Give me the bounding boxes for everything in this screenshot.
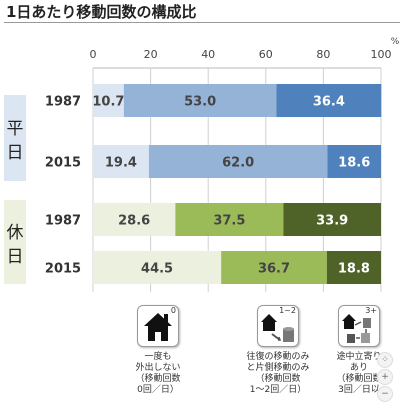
house-buildings-three-plus-icon: 3+ bbox=[338, 305, 380, 347]
bar-segment bbox=[93, 84, 124, 117]
bar-value-label: 19.4 bbox=[105, 156, 137, 171]
x-tick-label: 40 bbox=[201, 48, 215, 61]
bar-value-label: 33.9 bbox=[316, 214, 348, 229]
x-tick-label: 80 bbox=[316, 48, 330, 61]
bar-value-label: 36.7 bbox=[258, 262, 290, 277]
row-year-label: 1987 bbox=[45, 95, 81, 110]
bar-segment bbox=[93, 251, 222, 284]
bar-value-label: 44.5 bbox=[141, 262, 173, 277]
scroll-up-control[interactable]: ⁘ bbox=[377, 352, 393, 368]
bar-segment bbox=[148, 145, 328, 178]
bar-value-label: 37.5 bbox=[213, 214, 245, 229]
group-label-char: 休 bbox=[7, 223, 24, 243]
legend-text: 一度も 外出しない （移動回数 0回／日） bbox=[135, 352, 181, 395]
legend-badge: 1~2 bbox=[279, 306, 296, 315]
legend-badge: 3+ bbox=[365, 306, 377, 315]
bar-segment bbox=[93, 203, 176, 236]
bar-value-label: 18.6 bbox=[338, 156, 370, 171]
bar-segment bbox=[93, 145, 149, 178]
group-label-char: 平 bbox=[7, 119, 24, 139]
bar-segment bbox=[326, 251, 381, 284]
x-tick-label: 100 bbox=[371, 48, 392, 61]
x-tick-label: 60 bbox=[259, 48, 273, 61]
bar-value-label: 53.0 bbox=[184, 95, 216, 110]
chart-title: 1日あたり移動回数の構成比 bbox=[6, 3, 197, 21]
bar-segment bbox=[283, 203, 381, 236]
x-unit-label: % bbox=[391, 37, 400, 47]
bar-segment bbox=[175, 203, 284, 236]
house-building-one-two-icon: 1~2 bbox=[257, 305, 299, 347]
group-label-panel bbox=[4, 95, 26, 181]
legend-item: 1~2 往復の移動のみ と片側移動のみ （移動回数 1～2回／日） bbox=[230, 305, 326, 396]
group-label-char: 日 bbox=[7, 143, 24, 163]
group-label-char: 日 bbox=[7, 247, 24, 267]
bar-segment bbox=[276, 84, 382, 117]
bar-segment bbox=[327, 145, 381, 178]
bar-value-label: 62.0 bbox=[222, 156, 254, 171]
bar-value-label: 18.8 bbox=[338, 262, 370, 277]
title-underline bbox=[4, 22, 400, 23]
legend-badge: 0 bbox=[170, 306, 176, 315]
legend-item: 0 一度も 外出しない （移動回数 0回／日） bbox=[122, 305, 194, 396]
x-tick-label: 20 bbox=[144, 48, 158, 61]
zoom-in-button[interactable]: + bbox=[377, 369, 393, 385]
group-label-panel bbox=[4, 200, 26, 284]
row-year-label: 2015 bbox=[45, 262, 81, 277]
row-year-label: 2015 bbox=[45, 156, 81, 171]
bar-segment bbox=[123, 84, 277, 117]
legend-item: 3+ 途中立寄り あり （移動回数 3回／日以 bbox=[324, 305, 394, 396]
zoom-out-button[interactable]: − bbox=[377, 386, 393, 402]
x-tick-label: 0 bbox=[90, 48, 97, 61]
legend-text: 往復の移動のみ と片側移動のみ （移動回数 1～2回／日） bbox=[246, 352, 310, 395]
bar-segment bbox=[221, 251, 327, 284]
legend-text: 途中立寄り あり （移動回数 3回／日以 bbox=[336, 352, 382, 395]
house-icon: 0 bbox=[137, 305, 179, 347]
bar-value-label: 10.7 bbox=[92, 95, 124, 110]
row-year-label: 1987 bbox=[45, 214, 81, 229]
bar-value-label: 28.6 bbox=[118, 214, 150, 229]
bar-value-label: 36.4 bbox=[313, 95, 345, 110]
